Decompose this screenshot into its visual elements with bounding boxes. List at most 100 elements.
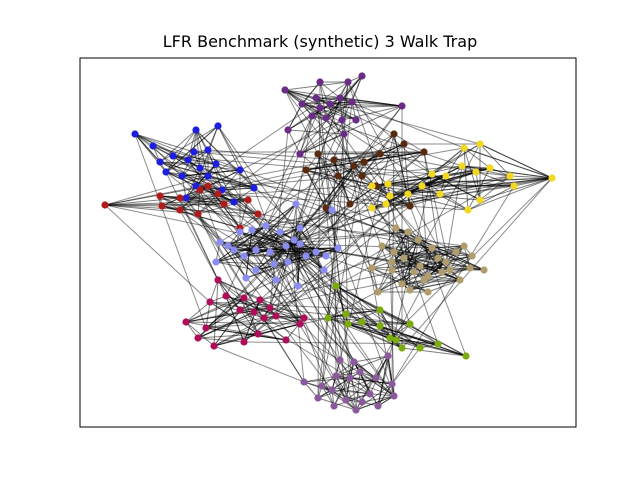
edge — [289, 105, 403, 245]
edge — [387, 175, 447, 185]
node-red — [220, 200, 228, 208]
node-blue — [196, 164, 204, 172]
edge — [353, 355, 389, 363]
edge — [329, 103, 395, 135]
node-brown — [406, 202, 414, 210]
edge — [179, 193, 219, 211]
edge — [305, 169, 387, 205]
node-yellow — [506, 172, 514, 180]
node-green — [416, 344, 424, 352]
edge — [289, 193, 441, 245]
edge — [289, 115, 313, 245]
node-violet — [384, 352, 392, 360]
node-tan — [460, 242, 468, 250]
edge — [185, 271, 443, 323]
node-green — [376, 322, 384, 330]
edge — [159, 161, 223, 191]
edge — [463, 147, 553, 179]
edge — [361, 321, 439, 345]
edge — [445, 147, 465, 177]
edge — [209, 301, 259, 335]
node-lavender — [276, 228, 284, 236]
edge — [152, 145, 355, 363]
edge — [289, 243, 361, 373]
node-brown — [314, 150, 322, 158]
node-violet — [350, 358, 358, 366]
edge — [181, 175, 255, 189]
edge — [263, 175, 511, 319]
node-purple — [340, 130, 348, 138]
edge — [227, 239, 295, 247]
node-magenta — [256, 296, 264, 304]
node-blue — [162, 168, 170, 176]
edge — [197, 337, 245, 343]
edge — [185, 197, 333, 391]
edge — [181, 169, 241, 177]
node-lavender — [328, 206, 336, 214]
edge — [161, 203, 225, 207]
edge — [299, 153, 451, 271]
edge — [479, 177, 553, 201]
node-magenta — [236, 306, 244, 314]
edge — [243, 315, 277, 343]
edge — [387, 183, 515, 187]
edge — [421, 185, 469, 211]
node-tan — [468, 252, 476, 260]
node-magenta — [214, 276, 222, 284]
edge — [391, 245, 465, 271]
edge — [243, 255, 277, 281]
edge — [134, 133, 485, 271]
node-tan — [414, 236, 422, 244]
edge — [255, 185, 377, 271]
edge — [479, 143, 553, 179]
edge — [193, 129, 197, 153]
node-blue — [230, 198, 238, 206]
node-violet — [332, 372, 340, 380]
node-brown — [360, 158, 368, 166]
edge — [185, 321, 215, 347]
edge — [195, 129, 327, 257]
node-lavender — [334, 244, 342, 252]
node-lavender — [240, 252, 248, 260]
node-lavender — [230, 246, 238, 254]
edge — [341, 119, 349, 325]
edge — [207, 149, 223, 191]
edge — [395, 339, 439, 345]
edge — [251, 229, 277, 281]
edge — [463, 245, 471, 269]
edge — [217, 193, 469, 211]
edge — [251, 229, 397, 341]
edge — [339, 97, 465, 149]
edge — [207, 149, 365, 163]
node-red — [176, 206, 184, 214]
node-blue — [250, 184, 258, 192]
node-yellow — [548, 174, 556, 182]
edge — [217, 279, 261, 301]
edge — [325, 207, 347, 401]
edges-layer — [104, 75, 553, 411]
edge — [321, 175, 363, 387]
edge — [305, 255, 325, 271]
edge — [347, 309, 381, 325]
edge — [333, 159, 337, 377]
node-red — [254, 210, 262, 218]
node-brown — [376, 150, 384, 158]
edge — [335, 239, 419, 287]
node-lavender — [252, 246, 260, 254]
edge — [343, 81, 349, 135]
node-tan — [388, 258, 396, 266]
edge — [285, 165, 355, 247]
edge — [355, 383, 393, 411]
edge — [187, 129, 197, 161]
edge — [377, 257, 439, 293]
node-green — [462, 352, 470, 360]
edge — [289, 243, 389, 357]
edge — [289, 243, 337, 287]
edge — [255, 249, 307, 257]
node-blue — [212, 160, 220, 168]
node-yellow — [510, 182, 518, 190]
node-purple — [352, 116, 360, 124]
edge — [209, 301, 305, 319]
edge — [172, 155, 515, 187]
node-lavender — [262, 222, 270, 230]
